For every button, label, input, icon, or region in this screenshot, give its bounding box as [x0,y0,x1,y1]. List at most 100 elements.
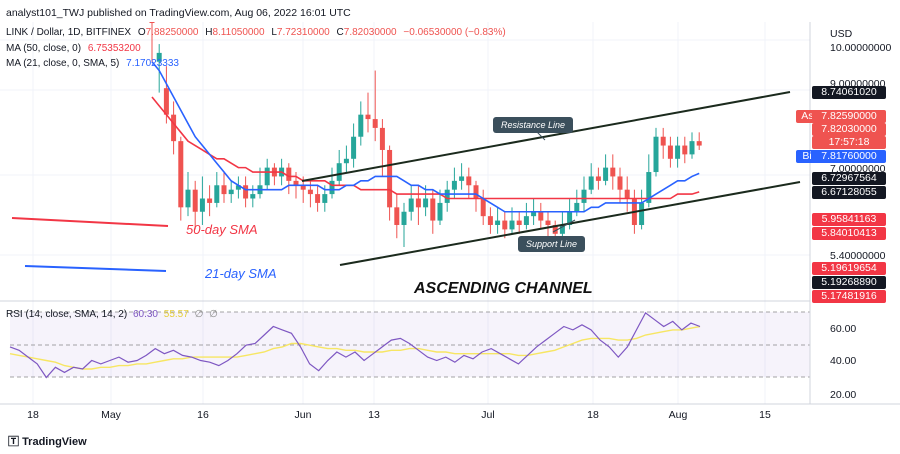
candle-body [379,127,385,150]
candle-body [351,136,357,159]
candle-body [531,211,537,217]
candle-body [473,185,479,199]
candle-body [437,202,443,221]
x-tick-may: May [101,409,121,421]
candle-body [207,198,213,203]
rsi-tick-60: 60.00 [830,323,857,335]
candle-body [603,167,609,181]
price-tag-5-174: 5.17481916 [812,290,886,303]
candle-body [329,180,335,195]
price-tag-5-192: 5.19268890 [812,276,886,289]
candle-body [523,216,529,225]
currency-label: USD [830,28,853,40]
candle-body [480,198,486,217]
candle-body [430,198,436,221]
candle-body [300,185,306,190]
candle-body [156,52,162,62]
candle-body [315,194,321,203]
ohlc-o-label: O [137,27,146,38]
legend-symbol: LINK / Dollar, 1D, BITFINEX O7.88250000 … [6,27,506,38]
candle-body [394,207,400,225]
channel-title: ASCENDING CHANNEL [414,280,593,297]
price-tag-last: 7.82030000 [812,123,886,136]
candle-body [451,180,457,190]
support-line[interactable] [339,181,801,266]
candle-body [588,176,594,190]
legend-ma21: MA (21, close, 0, SMA, 5) 7.17023333 [6,58,179,69]
resistance-line[interactable] [301,91,791,182]
support-pointer [552,219,576,233]
candle-body [552,224,558,234]
hide-icon-2[interactable]: ∅ [209,309,218,320]
candle-body [689,141,695,155]
sma50-legend-line [11,217,169,227]
ohlc-c-value: 7.82030000 [343,27,397,38]
ohlc-h-label: H [205,27,213,38]
price-tick-10: 10.00000000 [830,42,892,54]
candle-body [163,88,169,115]
candle-body [365,114,371,120]
candle-body [171,114,177,142]
sma50-annotation: 50-day SMA [186,222,258,237]
candles [149,22,702,248]
candle-body [516,220,522,225]
candle-body [682,145,688,155]
tradingview-logo[interactable]: 🅃 TradingView [8,433,87,449]
symbol-label: LINK / Dollar, 1D, BITFINEX [6,27,132,38]
candle-body [250,194,256,199]
candle-body [343,158,349,164]
moving-averages [151,61,700,213]
candle-body [574,202,580,212]
candle-body [495,220,501,225]
candle-body [466,176,472,186]
candle-body [228,189,234,195]
ma21-label: MA (21, close, 0, SMA, 5) [6,58,120,69]
candle-body [487,216,493,225]
rsi-line [9,312,701,379]
hide-icon[interactable]: ∅ [194,309,204,320]
candle-body [293,180,299,186]
candle-body [243,185,249,199]
price-tag-8-74: 8.74061020 [812,86,886,99]
candle-body [581,189,587,203]
price-tag-bid: 7.81760000 [812,150,886,163]
candle-body [286,167,292,181]
rsi-tick-40: 40.00 [830,355,857,367]
candle-body [667,145,673,159]
candle-body [401,211,407,225]
legend-rsi: RSI (14, close, SMA, 14, 2) 60.30 55.57 … [6,309,218,320]
x-tick-jun: Jun [294,409,312,421]
price-tag-ask: 7.82590000 [812,110,886,123]
rsi-sma-line [9,325,701,370]
candle-body [653,136,659,173]
price-tag-5-84: 5.84010413 [812,227,886,240]
candle-body [595,176,601,181]
candle-body [509,220,515,230]
candle-body [660,136,666,146]
candle-body [387,149,393,208]
countdown-tag: 17:57:18 [812,136,886,149]
x-tick-16: 16 [197,409,209,421]
candle-body [408,198,414,212]
candle-body [192,189,198,212]
candle-body [617,176,623,190]
candle-body [567,211,573,225]
candle-body [336,163,342,181]
ma50-value: 6.75353200 [87,43,141,54]
candle-body [545,220,551,225]
ma21-line [151,61,700,213]
candle-body [185,189,191,208]
candle-body [423,198,429,208]
candle-body [459,176,465,181]
candle-body [502,220,508,230]
candle-body [675,145,681,159]
ma50-line [151,96,700,200]
candle-body [559,224,565,234]
price-tag-5-196: 5.19619654 [812,262,886,275]
candle-body [646,172,652,203]
candle-body [199,198,205,212]
x-tick-18: 18 [27,409,39,421]
candle-body [149,22,155,23]
candle-body [358,114,364,137]
